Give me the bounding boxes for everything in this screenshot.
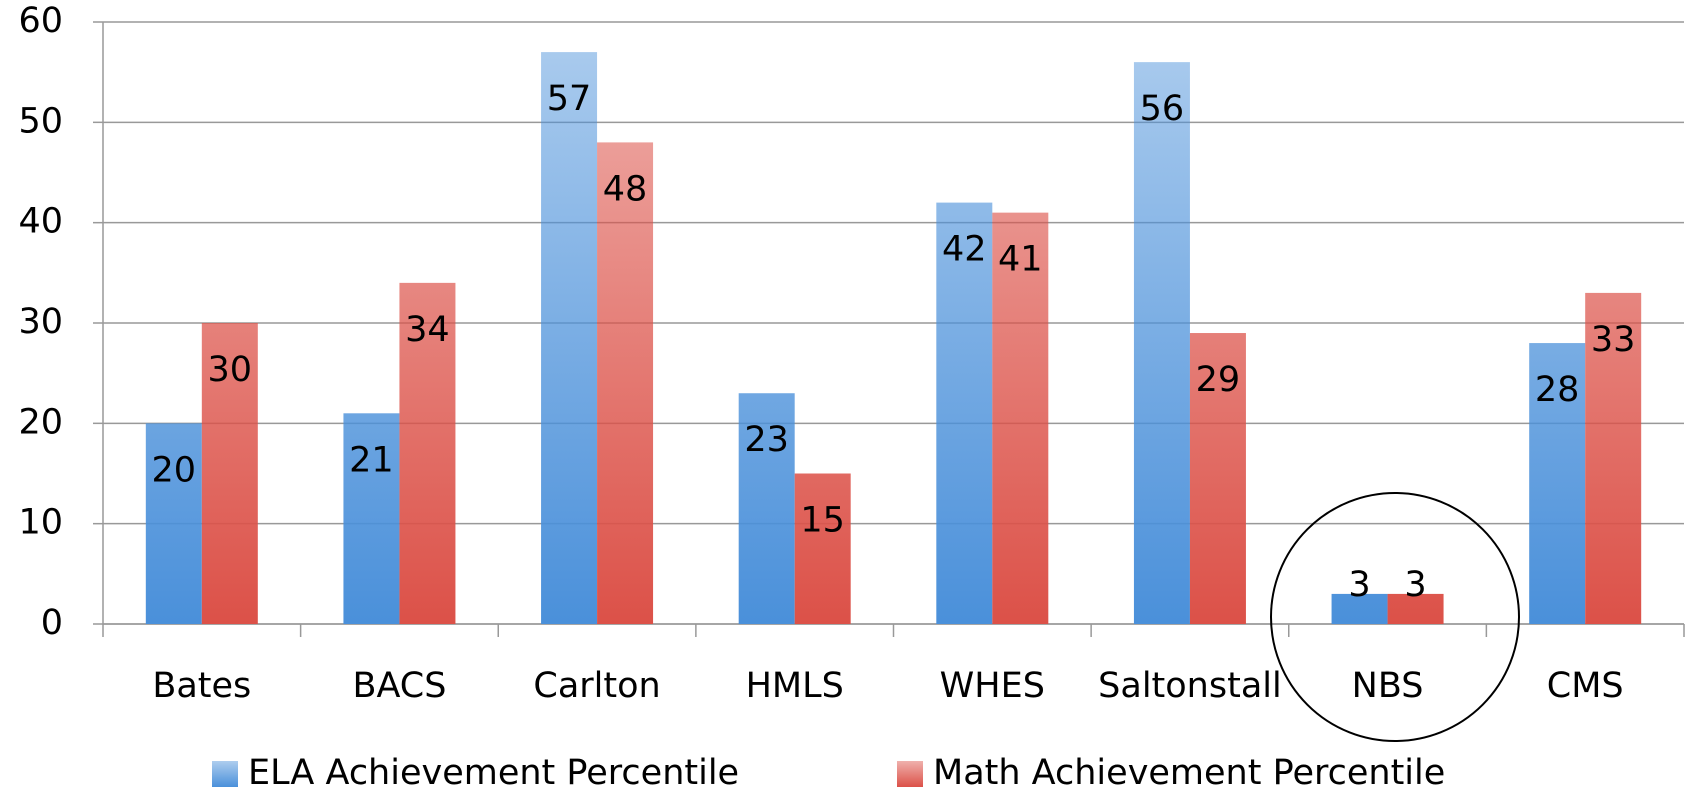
x-tick-label: Carlton	[533, 666, 660, 706]
data-label: 28	[1535, 370, 1580, 410]
y-tick-label: 20	[18, 402, 63, 442]
bar	[738, 393, 795, 624]
bar	[992, 212, 1049, 624]
bar	[1189, 333, 1246, 624]
bar	[343, 413, 400, 624]
x-tick-label: HMLS	[746, 666, 844, 706]
bar	[597, 142, 654, 624]
data-label: 57	[547, 79, 592, 119]
x-tick-label: Saltonstall	[1098, 666, 1282, 706]
bar	[541, 52, 598, 625]
legend-swatch	[897, 761, 923, 787]
bar	[145, 423, 202, 624]
legend-label: Math Achievement Percentile	[933, 753, 1445, 793]
data-label: 56	[1140, 89, 1185, 129]
data-label: 29	[1196, 360, 1241, 400]
data-label: 48	[603, 169, 648, 209]
bar	[201, 323, 258, 624]
x-tick-label: BACS	[352, 666, 446, 706]
bar	[1331, 593, 1388, 624]
y-tick-label: 60	[18, 1, 63, 41]
bar	[1133, 62, 1190, 624]
data-label: 15	[800, 501, 845, 541]
bar	[794, 473, 851, 624]
bar	[1585, 292, 1642, 624]
y-tick-label: 10	[18, 503, 63, 543]
x-tick-label: WHES	[940, 666, 1045, 706]
data-label: 3	[1404, 565, 1426, 605]
bar	[1529, 343, 1586, 624]
x-tick-label: NBS	[1352, 666, 1424, 706]
x-tick-label: Bates	[152, 666, 251, 706]
data-label: 42	[942, 230, 987, 270]
legend-swatch	[212, 761, 238, 787]
y-tick-label: 30	[18, 302, 63, 342]
legend-label: ELA Achievement Percentile	[248, 753, 739, 793]
y-tick-label: 40	[18, 202, 63, 242]
data-label: 33	[1591, 320, 1636, 360]
bar	[399, 282, 456, 624]
data-label: 20	[152, 450, 197, 490]
highlight-circle	[1270, 492, 1520, 742]
y-tick-label: 50	[18, 101, 63, 141]
data-label: 23	[744, 420, 789, 460]
y-tick-label: 0	[41, 603, 63, 643]
bar	[1387, 593, 1444, 624]
data-label: 3	[1348, 565, 1370, 605]
x-tick-label: CMS	[1547, 666, 1624, 706]
data-label: 21	[349, 440, 394, 480]
data-label: 41	[998, 240, 1043, 280]
data-label: 30	[208, 350, 253, 390]
bar	[936, 202, 993, 624]
data-label: 34	[405, 310, 450, 350]
